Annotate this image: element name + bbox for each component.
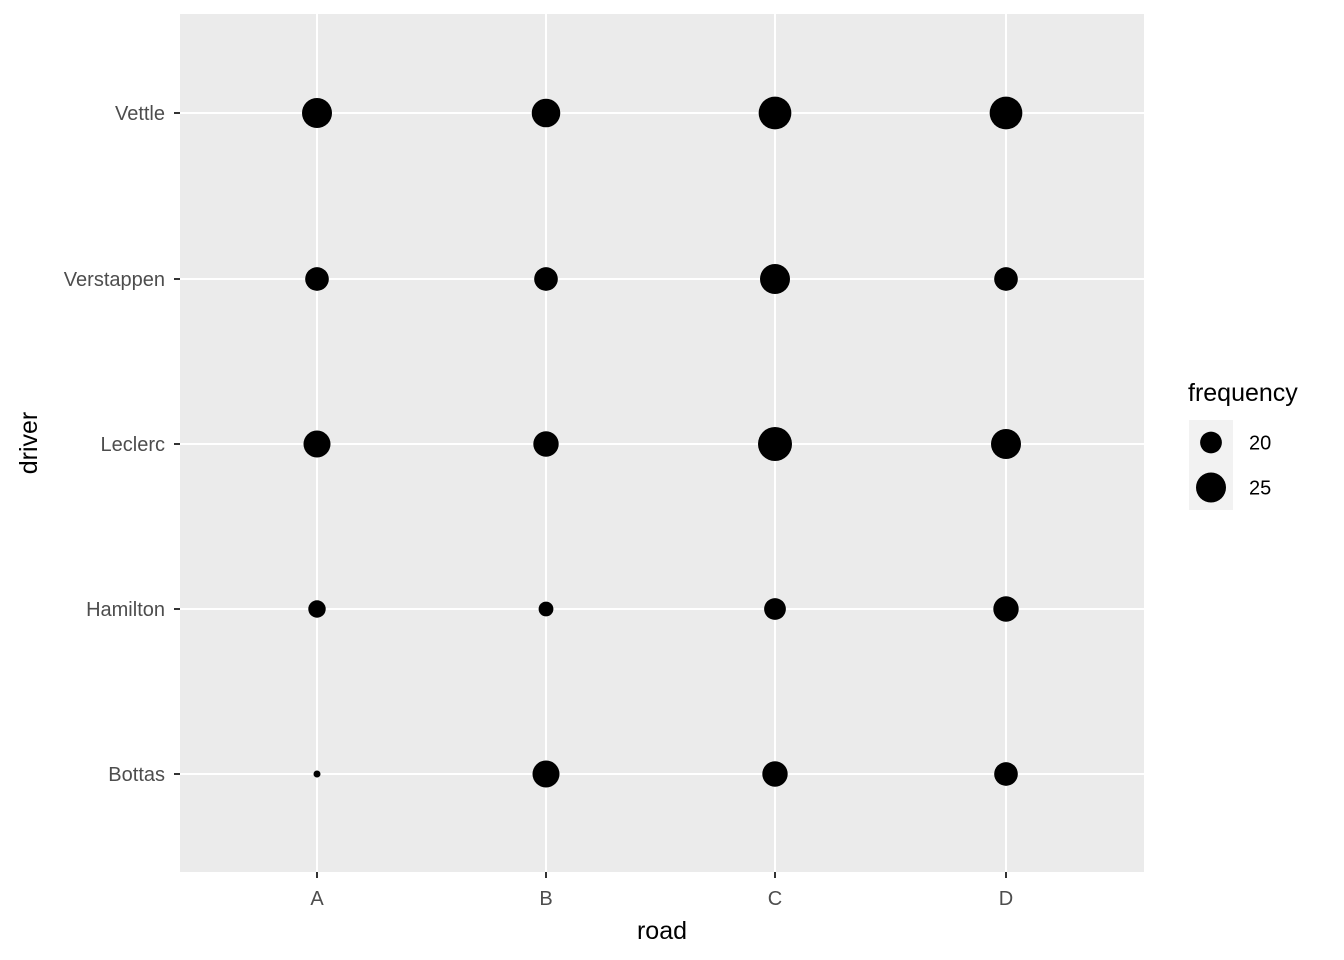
point-d-bottas [994,762,1018,786]
legend-label-25: 25 [1249,478,1271,500]
point-b-leclerc [533,431,559,457]
point-c-verstappen [760,264,790,294]
y-tick-label-bottas: Bottas [108,764,165,786]
legend-key-25 [1196,472,1226,503]
point-c-hamilton [764,598,786,620]
point-a-bottas [313,770,321,778]
point-a-leclerc [303,430,331,458]
y-axis: Bottas Hamilton Leclerc Verstappen Vettle [64,103,180,786]
x-tick-label-b: B [539,888,552,910]
point-c-leclerc [758,427,792,461]
x-tick-label-c: C [768,888,782,910]
y-tick-label-hamilton: Hamilton [86,599,165,621]
point-d-vettle [989,96,1023,130]
point-d-leclerc [991,429,1021,459]
point-a-vettle [302,98,332,128]
legend-label-20: 20 [1249,433,1271,455]
y-tick-label-leclerc: Leclerc [101,434,165,456]
point-b-vettle [531,98,561,128]
y-tick-label-verstappen: Verstappen [64,269,165,291]
point-d-hamilton [993,596,1019,622]
point-b-verstappen [534,267,558,291]
point-a-hamilton [308,600,326,618]
y-axis-title: driver [15,412,43,475]
x-tick-label-d: D [999,888,1013,910]
point-c-vettle [758,96,792,130]
legend-key-20 [1200,431,1222,454]
point-b-hamilton [538,601,554,617]
x-axis-title: road [637,917,687,945]
data-points [302,96,1023,788]
point-c-bottas [762,761,788,787]
x-tick-label-a: A [310,888,324,910]
legend-title: frequency [1188,379,1298,407]
point-b-bottas [532,760,560,788]
x-axis: A B C D [310,872,1013,910]
point-a-verstappen [305,267,329,291]
legend: frequency 20 25 [1188,379,1298,510]
point-d-verstappen [994,267,1018,291]
y-tick-label-vettle: Vettle [115,103,165,125]
